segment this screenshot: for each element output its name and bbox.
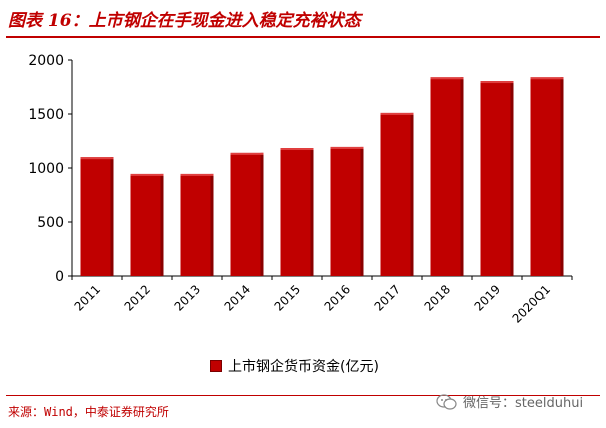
x-tick-label: 2019 [472, 282, 503, 313]
bar-shade [560, 77, 564, 276]
bar [380, 112, 414, 276]
legend-swatch [210, 360, 222, 372]
figure-title: 图表 16：上市钢企在手现金进入稳定充裕状态 [8, 11, 361, 31]
bar-shade [360, 146, 364, 276]
bar-shade [410, 112, 414, 276]
x-tick-label: 2015 [272, 282, 303, 313]
x-tick-label: 2011 [72, 282, 103, 313]
bar-highlight [230, 152, 264, 155]
watermark-text: 微信号：steelduhui [463, 396, 584, 411]
bar [530, 77, 564, 276]
source-note: 来源：Wind，中泰证券研究所 [8, 405, 169, 419]
wechat-icon [436, 393, 457, 410]
bar [80, 157, 114, 276]
x-tick-label: 2016 [322, 282, 353, 313]
x-tick-label: 2013 [172, 282, 203, 313]
y-tick-label: 1000 [28, 161, 64, 177]
bar-highlight [180, 173, 214, 176]
chart-legend: 上市钢企货币资金(亿元) [210, 356, 379, 376]
bar-highlight [530, 77, 564, 80]
bar [230, 152, 264, 276]
bar-shade [160, 173, 164, 276]
bar [330, 146, 364, 276]
title-divider [6, 36, 600, 38]
x-tick-label: 2014 [222, 282, 253, 313]
bar-highlight [430, 77, 464, 80]
bar [480, 81, 514, 276]
bar-highlight [280, 148, 314, 151]
bar [280, 148, 314, 276]
bar-shade [460, 77, 464, 276]
footer-divider [6, 395, 600, 396]
bar-highlight [80, 157, 114, 160]
bar-shade [510, 81, 514, 276]
bar-shade [210, 173, 214, 276]
legend-label: 上市钢企货币资金(亿元) [228, 359, 379, 375]
y-tick-label: 1500 [28, 107, 64, 123]
bar-highlight [480, 81, 514, 84]
bar-highlight [330, 146, 364, 149]
bar-shade [110, 157, 114, 276]
x-tick-label: 2012 [122, 282, 153, 313]
bar-shade [310, 148, 314, 276]
y-tick-label: 500 [37, 215, 64, 231]
x-tick-label: 2017 [372, 282, 403, 313]
bar-highlight [130, 173, 164, 176]
x-tick-label: 2020Q1 [510, 282, 554, 326]
y-tick-label: 2000 [28, 53, 64, 69]
bar [130, 173, 164, 276]
bar-shade [260, 152, 264, 276]
x-tick-label: 2018 [422, 282, 453, 313]
bar-highlight [380, 112, 414, 115]
bar [430, 77, 464, 276]
watermark: 微信号：steelduhui [436, 392, 583, 411]
y-tick-label: 0 [55, 269, 64, 285]
bar [180, 173, 214, 276]
